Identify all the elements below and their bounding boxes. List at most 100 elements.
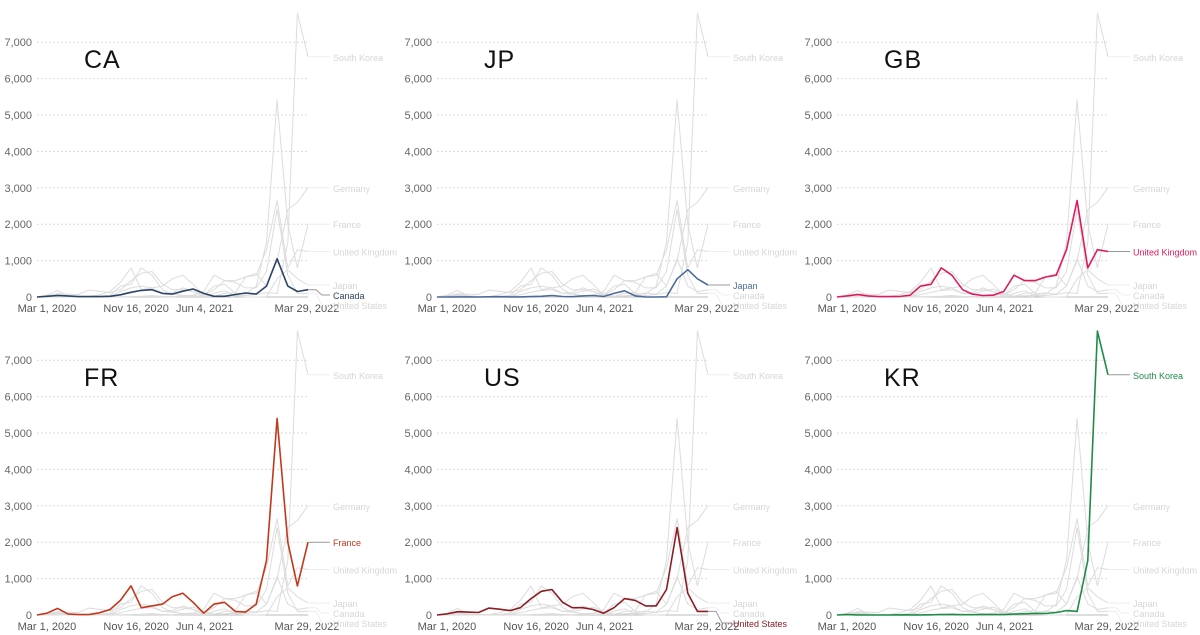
y-tick-label: 3,000: [404, 183, 432, 195]
series-label-united-states: United States: [1133, 619, 1188, 629]
chart-svg: 0 1,000 2,000 3,000 4,000 5,000 6,000 7,000 Mar …: [804, 330, 1197, 633]
series-label-germany: Germany: [1133, 184, 1171, 194]
y-tick-label: 7,000: [804, 355, 832, 367]
label-connector: [308, 610, 330, 624]
y-tick-label: 5,000: [4, 428, 32, 440]
x-tick-label: Mar 1, 2020: [818, 621, 877, 633]
series-label-united-kingdom: United Kingdom: [333, 248, 397, 258]
x-tick-label: Nov 16, 2020: [903, 303, 968, 315]
x-tick-label: Nov 16, 2020: [903, 621, 968, 633]
y-tick-label: 2,000: [404, 537, 432, 549]
y-tick-label: 4,000: [804, 146, 832, 158]
chart-panel-gb: 0 1,000 2,000 3,000 4,000 5,000 6,000 7,000 Mar …: [800, 0, 1200, 317]
x-tick-label: Mar 1, 2020: [818, 303, 877, 315]
y-tick-label: 0: [26, 610, 32, 622]
x-tick-label: Mar 29, 2022: [275, 303, 340, 315]
y-tick-label: 6,000: [404, 392, 432, 404]
series-line-south-korea: [836, 330, 1109, 616]
y-tick-label: 6,000: [4, 392, 32, 404]
x-tick-label: Mar 29, 2022: [1075, 303, 1140, 315]
series-line-south-korea: [36, 330, 309, 616]
series-label-germany: Germany: [333, 184, 371, 194]
x-tick-label: Nov 16, 2020: [103, 621, 168, 633]
series-label-japan: Japan: [1133, 599, 1158, 609]
y-tick-label: 3,000: [404, 501, 432, 513]
series-label-france: France: [733, 538, 761, 548]
series-label-germany: Germany: [1133, 502, 1171, 512]
series-label-united-states: United States: [733, 619, 788, 629]
label-connector: [308, 607, 330, 614]
y-tick-label: 6,000: [804, 392, 832, 404]
x-tick-label: Jun 4, 2021: [976, 621, 1034, 633]
series-label-united-kingdom: United Kingdom: [733, 566, 797, 576]
y-tick-label: 7,000: [4, 37, 32, 49]
label-connector: [708, 607, 730, 614]
series-line-united-kingdom: [436, 200, 709, 298]
x-tick-label: Nov 16, 2020: [103, 303, 168, 315]
series-label-south-korea: South Korea: [733, 371, 783, 381]
y-tick-label: 5,000: [404, 428, 432, 440]
x-tick-label: Mar 1, 2020: [18, 621, 77, 633]
y-tick-label: 1,000: [804, 574, 832, 586]
label-connector: [708, 289, 730, 296]
y-tick-label: 1,000: [4, 256, 32, 268]
y-tick-label: 4,000: [4, 464, 32, 476]
x-tick-label: Jun 4, 2021: [576, 621, 634, 633]
y-tick-label: 2,000: [804, 537, 832, 549]
x-tick-label: Mar 29, 2022: [675, 303, 740, 315]
series-line-united-states: [836, 527, 1108, 616]
series-label-canada: Canada: [333, 291, 365, 301]
x-tick-label: Mar 1, 2020: [18, 303, 77, 315]
series-line-south-korea: [36, 12, 309, 298]
series-label-canada: Canada: [733, 291, 765, 301]
series-line-south-korea: [436, 12, 709, 298]
y-tick-label: 6,000: [804, 74, 832, 86]
series-label-united-states: United States: [1133, 301, 1188, 311]
panel-country-code: FR: [84, 364, 120, 392]
chart-panel-kr: 0 1,000 2,000 3,000 4,000 5,000 6,000 7,000 Mar …: [800, 318, 1200, 635]
series-label-canada: Canada: [1133, 609, 1165, 619]
y-tick-label: 5,000: [404, 110, 432, 122]
series-line-united-kingdom: [836, 518, 1109, 616]
y-tick-label: 1,000: [404, 574, 432, 586]
series-line-united-states: [836, 209, 1108, 298]
y-tick-label: 3,000: [4, 183, 32, 195]
series-label-france: France: [1133, 220, 1161, 230]
panel-country-code: CA: [84, 46, 121, 74]
y-tick-label: 0: [426, 610, 432, 622]
y-tick-label: 0: [826, 610, 832, 622]
y-tick-label: 5,000: [804, 110, 832, 122]
series-line-south-korea: [436, 330, 709, 616]
label-connector: [1108, 607, 1130, 614]
chart-panel-ca: 0 1,000 2,000 3,000 4,000 5,000 6,000 7,000 Mar …: [0, 0, 400, 317]
chart-panel-fr: 0 1,000 2,000 3,000 4,000 5,000 6,000 7,000 Mar …: [0, 318, 400, 635]
series-label-south-korea: South Korea: [1133, 371, 1183, 381]
series-label-germany: Germany: [333, 502, 371, 512]
x-tick-label: Jun 4, 2021: [976, 303, 1034, 315]
y-tick-label: 2,000: [404, 219, 432, 231]
y-tick-label: 5,000: [804, 428, 832, 440]
y-tick-label: 0: [26, 292, 32, 304]
y-tick-label: 3,000: [804, 183, 832, 195]
series-label-japan: Japan: [733, 599, 758, 609]
series-line-germany: [36, 505, 309, 616]
series-label-united-kingdom: United Kingdom: [733, 248, 797, 258]
series-line-united-kingdom: [436, 518, 709, 616]
y-tick-label: 0: [826, 292, 832, 304]
series-label-south-korea: South Korea: [733, 53, 783, 63]
panel-country-code: JP: [484, 46, 516, 74]
series-line-germany: [436, 187, 709, 298]
series-label-france: France: [333, 538, 361, 548]
series-line-germany: [436, 505, 709, 616]
series-line-united-states: [36, 527, 308, 616]
y-tick-label: 6,000: [404, 74, 432, 86]
series-label-japan: Japan: [333, 599, 358, 609]
series-label-canada: Canada: [733, 609, 765, 619]
label-connector: [708, 292, 730, 306]
series-label-canada: Canada: [333, 609, 365, 619]
x-tick-label: Jun 4, 2021: [176, 303, 234, 315]
chart-svg: 0 1,000 2,000 3,000 4,000 5,000 6,000 7,000 Mar …: [404, 12, 797, 315]
panel-country-code: GB: [884, 46, 923, 74]
series-line-united-states: [436, 526, 708, 616]
